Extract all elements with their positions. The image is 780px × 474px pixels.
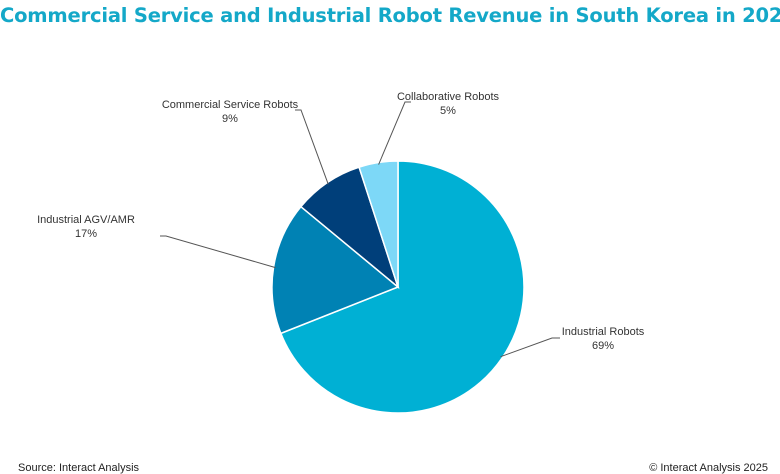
slice-value-label: 69% bbox=[592, 340, 614, 352]
leader-line bbox=[295, 109, 329, 185]
slice-value-label: 17% bbox=[75, 228, 97, 240]
slice-value-label: 9% bbox=[222, 113, 238, 125]
slice-label: Industrial AGV/AMR bbox=[37, 214, 135, 226]
slice-label: Commercial Service Robots bbox=[162, 99, 299, 111]
slice-labels: Industrial Robots 69% Industrial AGV/AMR 17… bbox=[37, 91, 645, 358]
pie-slice-collaborative-robots bbox=[358, 160, 399, 288]
pie-slices bbox=[271, 160, 525, 414]
pie-slice-industrial-robots bbox=[279, 160, 525, 414]
chart-title: Commercial Service and Industrial Robot … bbox=[0, 4, 780, 27]
leader-line bbox=[378, 101, 411, 165]
slice-label: Industrial Robots bbox=[562, 326, 645, 338]
slice-value-label: 5% bbox=[440, 105, 456, 117]
copyright-note: © Interact Analysis 2025 bbox=[649, 462, 768, 474]
source-note: Source: Interact Analysis bbox=[18, 462, 140, 474]
leader-line bbox=[500, 337, 560, 358]
slice-label: Collaborative Robots bbox=[397, 91, 500, 103]
leader-line bbox=[160, 235, 276, 269]
